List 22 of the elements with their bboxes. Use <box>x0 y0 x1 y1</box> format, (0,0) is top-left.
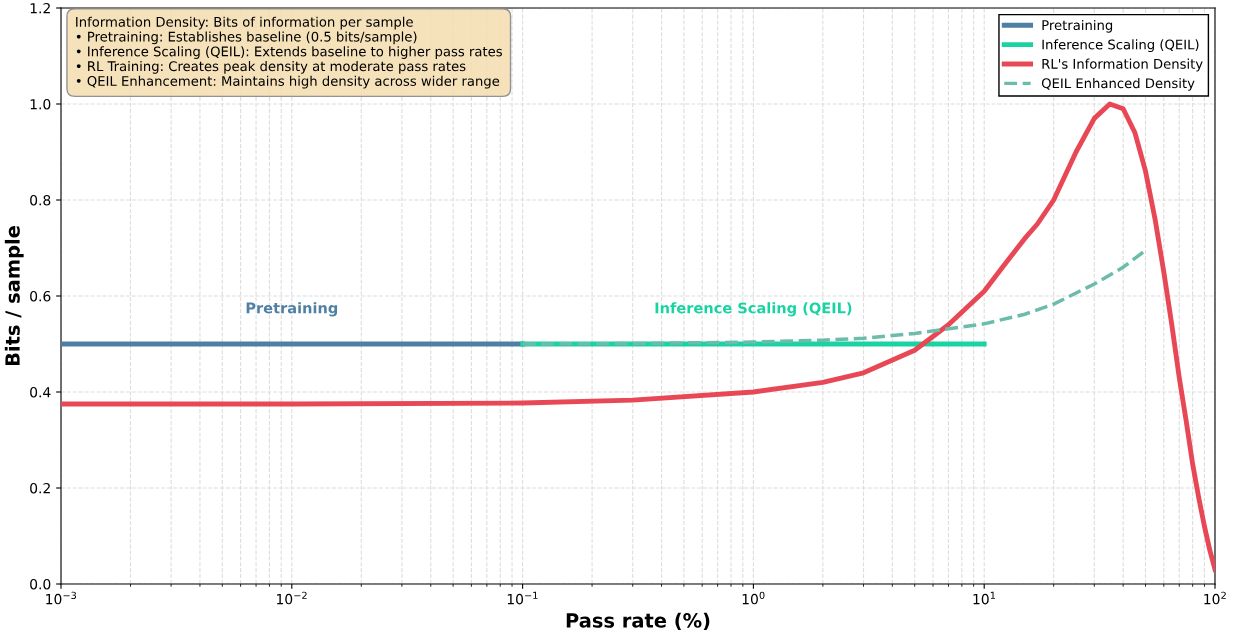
legend-label: QEIL Enhanced Density <box>1041 77 1195 91</box>
y-tick-label: 0.0 <box>30 578 51 590</box>
x-tick-label: 10$^{1}$ <box>973 591 996 605</box>
x-axis-title: Pass rate (%) <box>566 612 710 631</box>
annotation: Pretraining <box>246 302 338 317</box>
y-axis-title: Bits / sample <box>4 226 24 366</box>
annotation: Information Density: Bits of information per sample • Pretraining: Establishes baseline (0.5 bits/sample) • Inference Scaling (QEIL): Extends baseline to higher pass rates • RL Training: Creates peak density at moderate pass rates • QEIL Enhancement: Maintains high density across wider range <box>76 16 502 89</box>
y-tick-label: 0.2 <box>30 482 50 494</box>
annotation: Inference Scaling (QEIL) <box>655 302 852 317</box>
y-tick-label: 1.0 <box>30 98 51 110</box>
x-tick-label: 10$^{0}$ <box>742 591 765 605</box>
x-tick-label: 10$^{2}$ <box>1204 591 1226 605</box>
x-tick-label: 10$^{−3}$ <box>46 591 77 605</box>
y-tick-label: 0.8 <box>30 194 51 206</box>
x-tick-label: 10$^{−2}$ <box>277 591 307 605</box>
y-tick-label: 0.6 <box>30 290 51 302</box>
y-tick-label: 0.4 <box>30 386 51 398</box>
x-tick-label: 10$^{−1}$ <box>507 591 538 605</box>
legend-label: Inference Scaling (QEIL) <box>1042 39 1199 53</box>
y-tick-label: 1.2 <box>30 2 50 14</box>
legend-label: RL's Information Density <box>1042 58 1203 72</box>
legend-label: Pretraining <box>1042 19 1113 33</box>
